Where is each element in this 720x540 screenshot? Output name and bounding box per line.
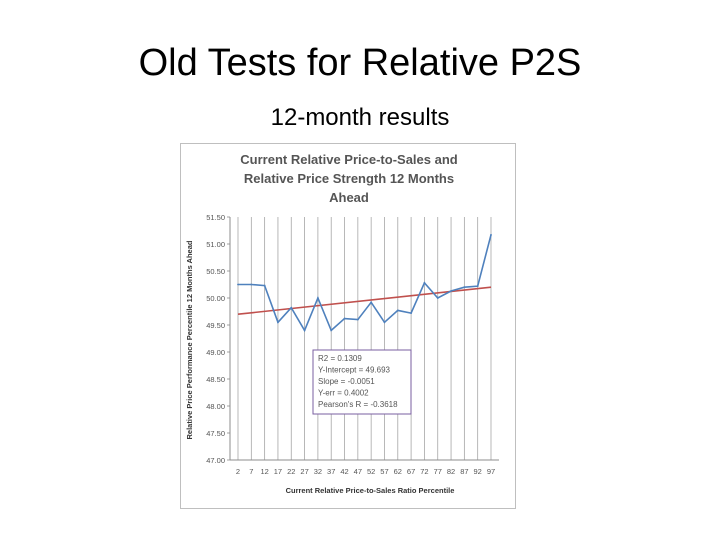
x-tick-label: 7 xyxy=(249,467,253,476)
stats-line: Slope = -0.0051 xyxy=(318,377,375,386)
data-point xyxy=(356,318,359,321)
series-layer xyxy=(237,233,492,333)
x-tick-label: 97 xyxy=(487,467,495,476)
x-tick-label: 57 xyxy=(380,467,388,476)
data-point xyxy=(370,301,373,304)
x-tick-label: 62 xyxy=(394,467,402,476)
tick-labels: 51.50 51.00 50.50 50.00 49.50 49.00 48.50 48.00… xyxy=(206,213,495,476)
x-tick-label: 32 xyxy=(314,467,322,476)
x-tick-label: 17 xyxy=(274,467,282,476)
x-axis-label: Current Relative Price-to-Sales Ratio Pe… xyxy=(286,486,455,495)
y-tick-label: 48.50 xyxy=(206,375,225,384)
chart-title-line-2: Relative Price Strength 12 Months xyxy=(244,171,454,186)
stats-line: R2 = 0.1309 xyxy=(318,354,362,363)
data-point xyxy=(436,297,439,299)
y-tick-label: 51.00 xyxy=(206,240,225,249)
line-chart: Current Relative Price-to-Sales and Rela… xyxy=(185,152,499,495)
data-point xyxy=(490,233,492,236)
x-tick-label: 77 xyxy=(434,467,442,476)
y-tick-label: 51.50 xyxy=(206,213,225,222)
x-tick-label: 2 xyxy=(236,467,240,476)
data-point xyxy=(343,317,346,320)
x-tick-label: 72 xyxy=(420,467,428,476)
y-tick-label: 50.50 xyxy=(206,267,225,276)
stats-box-border xyxy=(312,349,412,415)
x-tick-label: 82 xyxy=(447,467,455,476)
y-axis-label: Relative Price Performance Percentile 12… xyxy=(185,240,194,439)
data-point xyxy=(250,283,253,286)
data-point xyxy=(396,309,399,312)
chart-frame: Current Relative Price-to-Sales and Rela… xyxy=(180,143,516,509)
x-tick-label: 87 xyxy=(460,467,468,476)
x-tick-label: 12 xyxy=(260,467,268,476)
chart-title-line-3: Ahead xyxy=(329,190,369,205)
x-tick-label: 37 xyxy=(327,467,335,476)
stats-line: Y-Intercept = 49.693 xyxy=(318,366,391,375)
data-point xyxy=(423,281,426,284)
x-tick-label: 67 xyxy=(407,467,415,476)
data-point xyxy=(303,329,306,332)
slide-subtitle: 12-month results xyxy=(270,104,450,131)
y-tick-label: 49.00 xyxy=(206,348,225,357)
x-tick-label: 47 xyxy=(354,467,362,476)
x-tick-label: 92 xyxy=(474,467,482,476)
y-tick-label: 47.50 xyxy=(206,429,225,438)
grid-lines xyxy=(237,217,492,460)
data-point xyxy=(263,284,266,287)
slide-title: Old Tests for Relative P2S xyxy=(138,42,582,84)
chart-title-line-1: Current Relative Price-to-Sales and xyxy=(240,152,458,167)
data-point xyxy=(450,290,452,292)
axes xyxy=(227,216,499,461)
data-point xyxy=(316,297,319,299)
y-tick-label: 47.00 xyxy=(206,456,225,465)
y-tick-label: 48.00 xyxy=(206,402,225,411)
x-tick-label: 27 xyxy=(300,467,308,476)
x-tick-label: 52 xyxy=(367,467,375,476)
data-point xyxy=(463,286,466,289)
data-point xyxy=(290,306,293,309)
y-tick-label: 49.50 xyxy=(206,321,225,330)
series-line xyxy=(238,234,492,333)
stats-box: R2 = 0.1309 Y-Intercept = 49.693 Slope = -… xyxy=(312,349,412,415)
data-point xyxy=(410,312,413,315)
x-tick-label: 42 xyxy=(340,467,348,476)
data-point xyxy=(476,285,479,288)
data-point xyxy=(277,321,279,324)
stats-line: Y-err = 0.4002 xyxy=(318,389,369,398)
data-point xyxy=(383,321,386,324)
data-point xyxy=(330,329,333,332)
data-point xyxy=(237,283,239,286)
stats-line: Pearson's R = -0.3618 xyxy=(318,400,398,409)
x-tick-label: 22 xyxy=(287,467,295,476)
y-tick-label: 50.00 xyxy=(206,294,225,303)
